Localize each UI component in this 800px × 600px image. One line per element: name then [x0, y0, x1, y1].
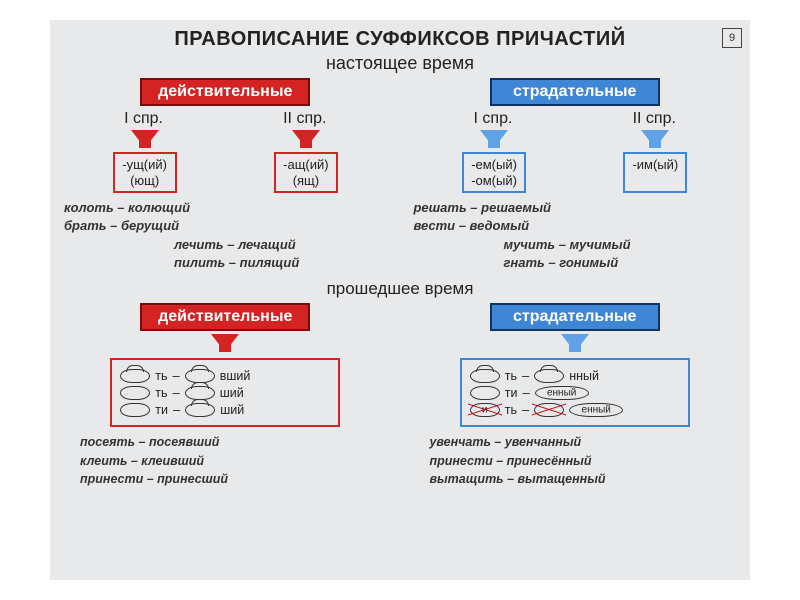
example-line: лечить – лечащий [174, 236, 387, 254]
examples-active-past: посеять – посеявший клеить – клеивший пр… [64, 433, 387, 487]
stem-oval-icon [120, 386, 150, 400]
stem-oval-strikethrough-icon: и [470, 403, 500, 417]
present-active-col: действительные I спр. II спр. -ущ(ий) (ю… [64, 78, 387, 273]
pattern-row: ти – енный [470, 385, 680, 400]
infinitive-ending: ти [505, 386, 518, 400]
spr1-label: I спр. [124, 110, 163, 128]
suffix-text: вший [220, 369, 251, 383]
passive-header: страдательные [490, 303, 660, 331]
pattern-row: и ть – енный [470, 402, 680, 417]
stem-oval-icon [470, 386, 500, 400]
example-line: увенчать – увенчанный [429, 433, 736, 451]
suffix-text: нный [569, 369, 599, 383]
examples-passive-present: решать – решаемый вести – ведомый мучить… [413, 199, 736, 271]
stem-oval-icon [185, 369, 215, 383]
pattern-row: ти – ший [120, 402, 330, 417]
present-subtitle: настоящее время [64, 53, 736, 74]
active-header: действительные [140, 78, 310, 106]
stem-oval-icon [120, 369, 150, 383]
example-line: колоть – колющий [64, 199, 387, 217]
infinitive-ending: ть [505, 369, 517, 383]
example-line: вести – ведомый [413, 217, 736, 235]
pattern-box-active: ть – вший ть – ший ти – ший [110, 358, 340, 427]
arrow-down-icon [211, 334, 239, 352]
example-line: посеять – посеявший [80, 433, 387, 451]
pattern-row: ть – ший [120, 385, 330, 400]
suffix-box: -ем(ый) -ом(ый) [462, 152, 526, 193]
infinitive-ending: ть [155, 386, 167, 400]
stem-oval-icon [185, 403, 215, 417]
spr1-label: I спр. [474, 110, 513, 128]
passive-header: страдательные [490, 78, 660, 106]
oval-strikethrough-icon [534, 403, 564, 417]
example-line: пилить – пилящий [174, 254, 387, 272]
pattern-row: ть – нный [470, 368, 680, 383]
example-line: гнать – гонимый [503, 254, 736, 272]
past-passive-col: страдательные ть – нный ти – енный и [413, 303, 736, 487]
spr2-label: II спр. [633, 110, 676, 128]
stem-oval-icon [534, 369, 564, 383]
example-line: брать – берущий [64, 217, 387, 235]
active-header: действительные [140, 303, 310, 331]
present-passive-col: страдательные I спр. II спр. -ем(ый) -ом… [413, 78, 736, 273]
suffix-text: -ущ(ий) [121, 157, 169, 173]
example-line: решать – решаемый [413, 199, 736, 217]
arrow-down-icon [480, 130, 508, 148]
chart-container: 9 ПРАВОПИСАНИЕ СУФФИКСОВ ПРИЧАСТИЙ насто… [50, 20, 750, 580]
past-active-col: действительные ть – вший ть – ший [64, 303, 387, 487]
arrow-down-icon [561, 334, 589, 352]
stem-oval-icon [185, 386, 215, 400]
suffix-text: ший [220, 386, 244, 400]
suffix-box: -ащ(ий) (ящ) [274, 152, 338, 193]
suffix-text: -ем(ый) [470, 157, 518, 173]
example-line: вытащить – вытащенный [429, 470, 736, 488]
infinitive-ending: ти [155, 403, 168, 417]
example-line: принести – принесший [80, 470, 387, 488]
suffix-text: (ющ) [121, 173, 169, 189]
past-row: действительные ть – вший ть – ший [64, 303, 736, 487]
suffix-text: -ащ(ий) [282, 157, 330, 173]
main-title: ПРАВОПИСАНИЕ СУФФИКСОВ ПРИЧАСТИЙ [64, 28, 736, 51]
arrow-down-icon [131, 130, 159, 148]
suffix-box: -ущ(ий) (ющ) [113, 152, 177, 193]
present-row: действительные I спр. II спр. -ущ(ий) (ю… [64, 78, 736, 273]
stem-oval-icon [120, 403, 150, 417]
infinitive-ending: ть [155, 369, 167, 383]
suffix-box: -им(ый) [623, 152, 687, 193]
arrow-down-icon [641, 130, 669, 148]
infinitive-ending: ть [505, 403, 517, 417]
past-subtitle: прошедшее время [64, 279, 736, 299]
pattern-row: ть – вший [120, 368, 330, 383]
suffix-oval-icon: енный [535, 386, 589, 400]
spr2-label: II спр. [283, 110, 326, 128]
examples-passive-past: увенчать – увенчанный принести – принесё… [413, 433, 736, 487]
suffix-text: (ящ) [282, 173, 330, 189]
page-number-box: 9 [722, 28, 742, 48]
pattern-box-passive: ть – нный ти – енный и ть – енный [460, 358, 690, 427]
example-line: клеить – клеивший [80, 452, 387, 470]
suffix-oval-icon: енный [569, 403, 623, 417]
suffix-text: -им(ый) [631, 157, 679, 173]
stem-oval-icon [470, 369, 500, 383]
example-line: принести – принесённый [429, 452, 736, 470]
suffix-text: -ом(ый) [470, 173, 518, 189]
example-line: мучить – мучимый [503, 236, 736, 254]
arrow-down-icon [292, 130, 320, 148]
examples-active-present: колоть – колющий брать – берущий лечить … [64, 199, 387, 271]
suffix-text: ший [220, 403, 244, 417]
